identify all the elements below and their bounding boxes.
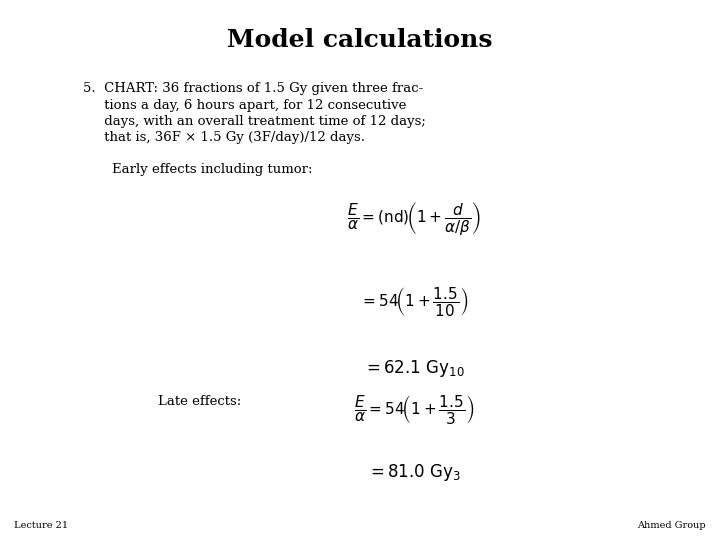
Text: $= 54\!\left(1 + \dfrac{1.5}{10}\right)$: $= 54\!\left(1 + \dfrac{1.5}{10}\right)$ [360, 285, 468, 318]
Text: days, with an overall treatment time of 12 days;: days, with an overall treatment time of … [83, 115, 426, 128]
Text: 5.  CHART: 36 fractions of 1.5 Gy given three frac-: 5. CHART: 36 fractions of 1.5 Gy given t… [83, 82, 423, 95]
Text: $\dfrac{E}{\alpha} = \mathrm{(nd)}\!\left(1 + \dfrac{d}{\alpha/\beta}\right)$: $\dfrac{E}{\alpha} = \mathrm{(nd)}\!\lef… [347, 200, 481, 237]
Text: Late effects:: Late effects: [158, 395, 242, 408]
Text: $= 81.0\ \mathrm{Gy}_{3}$: $= 81.0\ \mathrm{Gy}_{3}$ [367, 462, 461, 483]
Text: Lecture 21: Lecture 21 [14, 521, 68, 530]
Text: that is, 36F × 1.5 Gy (3F/day)/12 days.: that is, 36F × 1.5 Gy (3F/day)/12 days. [83, 131, 365, 144]
Text: Early effects including tumor:: Early effects including tumor: [112, 163, 312, 176]
Text: tions a day, 6 hours apart, for 12 consecutive: tions a day, 6 hours apart, for 12 conse… [83, 99, 406, 112]
Text: Ahmed Group: Ahmed Group [637, 521, 706, 530]
Text: $\dfrac{E}{\alpha} = 54\!\left(1 + \dfrac{1.5}{3}\right)$: $\dfrac{E}{\alpha} = 54\!\left(1 + \dfra… [354, 393, 474, 426]
Text: $= 62.1\ \mathrm{Gy}_{10}$: $= 62.1\ \mathrm{Gy}_{10}$ [363, 358, 465, 379]
Text: Model calculations: Model calculations [228, 28, 492, 52]
